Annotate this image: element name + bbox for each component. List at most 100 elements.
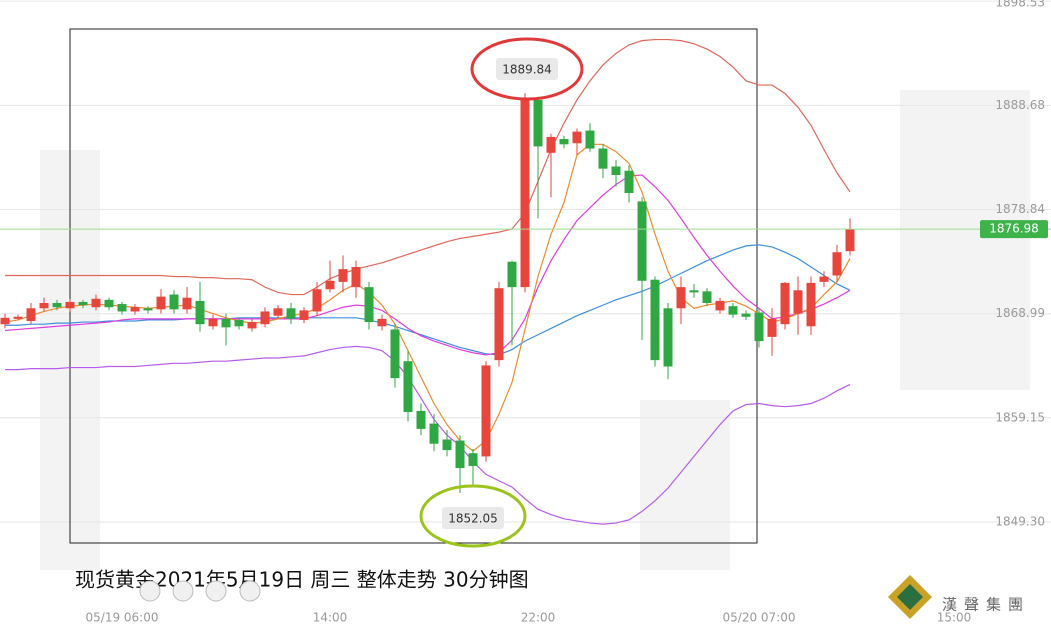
- candle-body: [767, 318, 777, 337]
- candle-body: [78, 301, 88, 306]
- candle-body: [559, 139, 569, 145]
- candle-body: [247, 322, 257, 329]
- candle-body: [728, 306, 738, 315]
- indicator-line: [5, 244, 851, 356]
- candle-body: [494, 288, 504, 361]
- y-tick-label: 1868.99: [995, 306, 1045, 320]
- candle-body: [286, 308, 296, 319]
- annotation: 1889.84: [502, 63, 552, 77]
- candle-body: [442, 439, 452, 451]
- candle-body: [299, 310, 309, 320]
- x-tick-label: 15:00: [937, 611, 972, 624]
- indicator-line: [5, 345, 851, 525]
- y-tick-label: 1859.15: [995, 410, 1045, 424]
- highlight-circle: [419, 484, 527, 548]
- candle-body: [221, 318, 231, 328]
- candle-body: [364, 287, 374, 323]
- candle-body: [26, 308, 36, 321]
- candle-body: [715, 300, 725, 311]
- candle-body: [832, 252, 842, 276]
- candle-body: [195, 300, 205, 325]
- candle-body: [143, 308, 153, 311]
- annotation-box: [442, 507, 504, 529]
- toolbar[interactable]: [139, 580, 261, 602]
- candle-body: [845, 229, 855, 252]
- candle-body: [234, 319, 244, 327]
- candle-body: [819, 276, 829, 282]
- candle-body: [689, 290, 699, 293]
- button[interactable]: [172, 580, 194, 602]
- highlight-circle: [470, 37, 584, 101]
- candle-body: [117, 304, 127, 312]
- candle-body: [598, 148, 608, 169]
- candle-body: [351, 267, 361, 288]
- candle-body: [806, 282, 816, 327]
- candle-body: [793, 290, 803, 314]
- candle-body: [65, 301, 75, 309]
- candle-body: [546, 136, 556, 153]
- candle-body: [52, 303, 62, 308]
- candle-body: [611, 166, 621, 175]
- candle-body: [13, 316, 23, 319]
- candle-body: [507, 261, 517, 288]
- candle-body: [416, 410, 426, 429]
- last-price-label: 1876.98: [989, 222, 1039, 236]
- plot: [0, 38, 855, 525]
- x-tick-label: 05/19 06:00: [86, 611, 159, 624]
- watermark: [40, 90, 1030, 570]
- candle-body: [624, 170, 634, 193]
- candle-body: [182, 297, 192, 310]
- y-tick-label: 1898.53: [995, 0, 1045, 10]
- button[interactable]: [239, 580, 261, 602]
- indicator-line: [5, 38, 851, 296]
- button[interactable]: [205, 580, 227, 602]
- annotation-box: [496, 58, 558, 80]
- candle-body: [429, 423, 439, 444]
- brand: 漢聲集團: [942, 596, 1030, 614]
- candle-body: [741, 313, 751, 317]
- candle-body: [572, 131, 582, 144]
- candle-body: [481, 365, 491, 457]
- candle-body: [39, 303, 49, 309]
- candle-body: [403, 361, 413, 412]
- candle-body: [312, 289, 322, 312]
- candle-body: [637, 201, 647, 281]
- candle-body: [325, 280, 335, 290]
- candle-body: [169, 294, 179, 310]
- candle-body: [702, 291, 712, 304]
- x-tick-label: 14:00: [313, 611, 348, 624]
- x-tick-label: 05/20 07:00: [723, 611, 796, 624]
- y-tick-label: 1849.30: [995, 515, 1045, 529]
- candle-body: [780, 282, 790, 325]
- indicator-line: [4, 143, 851, 452]
- candle-body: [520, 99, 530, 288]
- candle-body: [468, 453, 478, 466]
- candle-body: [390, 329, 400, 379]
- candle-body: [273, 308, 283, 316]
- y-tick-label: 1878.84: [995, 202, 1045, 216]
- frame: [69, 28, 758, 544]
- candle-body: [130, 307, 140, 312]
- annotation: 1852.05: [448, 512, 498, 526]
- candle-body: [91, 298, 101, 308]
- candle-body: [156, 296, 166, 310]
- candle-body: [377, 318, 387, 327]
- candle-body: [208, 318, 218, 327]
- y-tick-label: 1888.68: [995, 98, 1045, 112]
- candle-body: [663, 308, 673, 367]
- candle-body: [650, 279, 660, 361]
- candle-body: [338, 269, 348, 282]
- candle-body: [455, 440, 465, 469]
- candle-body: [104, 299, 114, 308]
- candle-body: [0, 317, 10, 325]
- candle-body: [754, 312, 764, 342]
- logo: [888, 575, 932, 619]
- candle-body: [260, 311, 270, 325]
- last-price-box: [980, 220, 1048, 239]
- button[interactable]: [139, 580, 161, 602]
- x-tick-label: 22:00: [521, 611, 556, 624]
- candle-body: [585, 130, 595, 149]
- candle-body: [533, 99, 543, 147]
- candle-body: [676, 287, 686, 309]
